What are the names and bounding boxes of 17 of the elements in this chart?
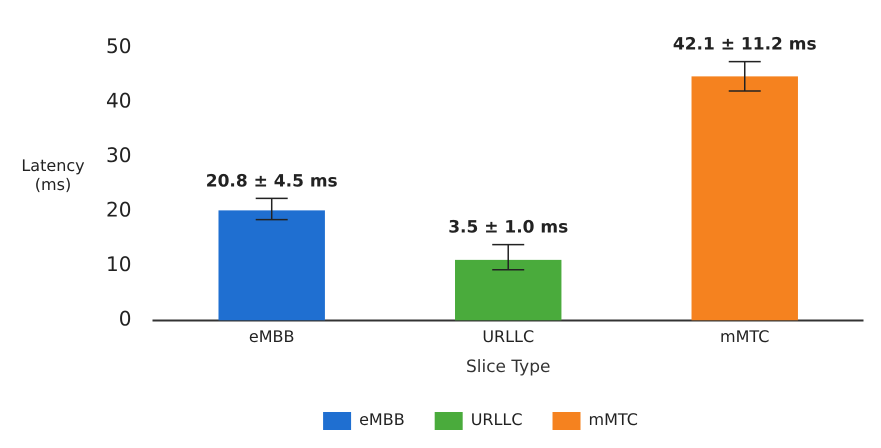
annotation: 42.1 ± 11.2 ms (672, 34, 817, 55)
y-tick-label: 30 (106, 143, 132, 168)
y-tick-label: 40 (106, 88, 132, 113)
y-tick-label: 20 (106, 198, 132, 222)
y-axis-title: Latency (ms) (20, 156, 86, 194)
legend-label: mMTC (588, 410, 638, 430)
legend-label: URLLC (470, 410, 523, 430)
x-tick-label: mMTC (720, 327, 770, 346)
y-tick-label: 10 (106, 252, 132, 276)
annotation: 20.8 ± 4.5 ms (206, 171, 338, 192)
annotation: 3.5 ± 1.0 ms (448, 218, 568, 238)
y-tick-label: 0 (118, 306, 132, 331)
y-tick-label: 50 (106, 34, 132, 58)
x-tick-label: eMBB (248, 327, 295, 346)
legend-label: eMBB (359, 410, 405, 430)
x-axis-title: Slice Type (466, 357, 550, 378)
x-tick-label: URLLC (482, 327, 534, 346)
